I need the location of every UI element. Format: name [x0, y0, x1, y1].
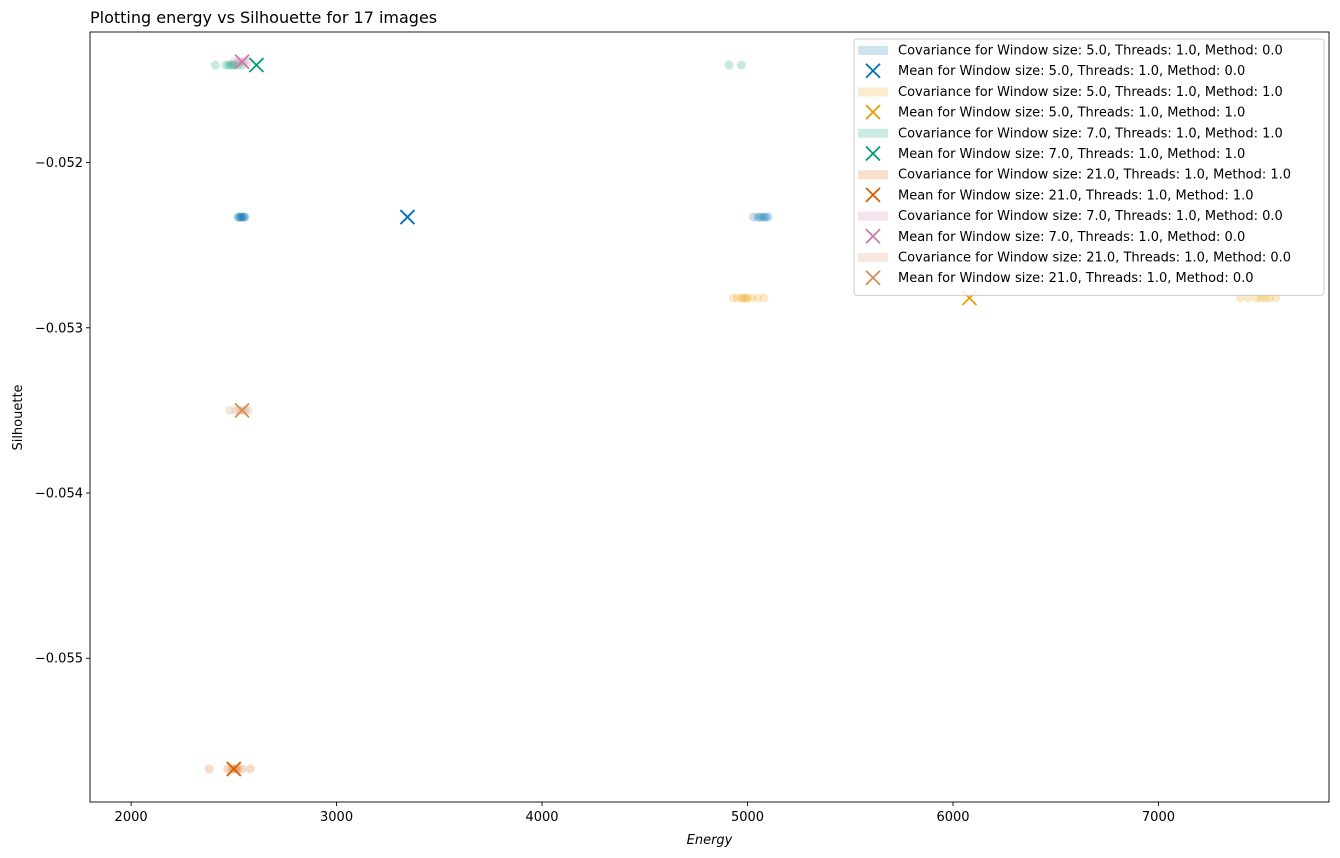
scatter-point-s3-7 [245, 764, 255, 774]
scatter-point-s3-6 [237, 764, 247, 774]
scatter-point-s0-6 [240, 212, 250, 222]
legend-cov-swatch-s4 [858, 211, 888, 221]
scatter-point-s1-8 [759, 293, 769, 303]
y-axis-label: Silhouette [11, 384, 26, 450]
scatter-point-s0-1 [235, 212, 245, 222]
mean-marker-stroke-b-s5 [234, 402, 250, 419]
legend-mean-marker-b-s0 [865, 63, 881, 79]
y-tick-label: −0.052 [35, 156, 83, 171]
legend-mean-marker-b-s3 [865, 187, 881, 203]
scatter-point-s3-2 [227, 764, 237, 774]
legend-mean-marker-b-s5 [865, 270, 881, 286]
scatter-point-s0-4 [238, 212, 248, 222]
y-tick-label: −0.055 [35, 652, 83, 667]
mean-marker-s0 [399, 209, 416, 225]
data-marks [204, 54, 1281, 777]
scatter-point-s2-1 [221, 60, 231, 70]
mean-marker-stroke-b-s3 [226, 761, 242, 777]
legend-cov-label-s3: Covariance for Window size: 21.0, Thread… [898, 168, 1291, 183]
plot-frame [89, 31, 1330, 803]
scatter-point-s4-0 [229, 57, 239, 67]
scatter-point-s5-1 [231, 405, 241, 415]
scatter-point-s1-2 [736, 293, 746, 303]
scatter-point-s2-0 [210, 60, 220, 70]
scatter-point-s3-4 [231, 764, 241, 774]
legend-mean-marker-b-s2 [865, 145, 881, 162]
mean-marker-s5 [234, 402, 250, 419]
scatter-point-s5-2 [234, 405, 244, 415]
legend-mean-label-s2: Mean for Window size: 7.0, Threads: 1.0,… [898, 147, 1245, 162]
scatter-point-s0-7 [234, 212, 244, 222]
y-tick-label: −0.054 [35, 487, 83, 502]
scatter-point-s0-12 [759, 212, 769, 222]
scatter-point-s2-8 [724, 60, 734, 70]
scatter-point-s2-2 [224, 60, 234, 70]
x-tick-label: 2000 [115, 810, 148, 825]
x-tick-label: 5000 [731, 810, 764, 825]
scatter-point-s4-3 [239, 57, 249, 67]
scatter-point-s3-0 [204, 764, 214, 774]
legend-cov-swatch-s1 [858, 87, 888, 97]
scatter-point-s5-5 [243, 405, 253, 415]
scatter-point-s2-9 [736, 60, 746, 70]
x-tick-label: 6000 [936, 810, 969, 825]
x-tick-label: 7000 [1142, 810, 1175, 825]
mean-marker-stroke-b-s0 [399, 209, 416, 225]
scatter-point-s0-13 [761, 212, 771, 222]
x-tick-label: 3000 [320, 810, 353, 825]
legend-mean-label-s5: Mean for Window size: 21.0, Threads: 1.0… [898, 271, 1254, 286]
plot-area [204, 54, 1281, 777]
legend-cov-label-s0: Covariance for Window size: 5.0, Threads… [898, 44, 1283, 59]
scatter-point-s1-1 [732, 293, 742, 303]
scatter-point-s0-2 [236, 212, 246, 222]
scatter-point-s2-3 [226, 60, 236, 70]
scatter-point-s0-0 [233, 212, 243, 222]
mean-marker-s2 [248, 57, 265, 73]
y-tick-label: −0.053 [35, 321, 83, 336]
legend-mean-marker-b-s1 [865, 104, 881, 120]
mean-marker-s3 [226, 761, 242, 777]
legend-mean-label-s0: Mean for Window size: 5.0, Threads: 1.0,… [898, 64, 1245, 79]
scatter-point-s1-6 [747, 293, 757, 303]
legend-cov-label-s2: Covariance for Window size: 7.0, Threads… [898, 126, 1283, 141]
scatter-point-s5-4 [240, 405, 250, 415]
legend-cov-swatch-s3 [858, 170, 888, 180]
mean-marker-stroke-b-s4 [234, 54, 250, 70]
mean-marker-stroke-b-s2 [248, 57, 265, 73]
scatter-point-s0-5 [239, 212, 249, 222]
legend: Covariance for Window size: 5.0, Threads… [853, 38, 1325, 296]
legend-cov-swatch-s2 [858, 128, 888, 138]
legend-cov-swatch-s0 [858, 46, 888, 55]
x-tick-label: 4000 [525, 810, 558, 825]
scatter-point-s5-0 [225, 405, 235, 415]
legend-cov-swatch-s5 [858, 253, 888, 262]
scatter-point-s1-3 [738, 293, 748, 303]
scatter-point-s0-10 [755, 212, 765, 222]
scatter-point-s0-8 [749, 212, 759, 222]
legend-cov-label-s5: Covariance for Window size: 21.0, Thread… [898, 251, 1291, 266]
legend-mean-label-s1: Mean for Window size: 5.0, Threads: 1.0,… [898, 106, 1245, 121]
x-axis-label: Energy [687, 833, 733, 848]
legend-box [853, 38, 1325, 296]
scatter-point-s0-14 [763, 212, 773, 222]
scatter-point-s1-4 [740, 293, 750, 303]
legend-mean-label-s3: Mean for Window size: 21.0, Threads: 1.0… [898, 188, 1254, 203]
chart-title: Plotting energy vs Silhouette for 17 ima… [90, 8, 437, 27]
legend-cov-label-s1: Covariance for Window size: 5.0, Threads… [898, 85, 1283, 100]
legend-cov-label-s4: Covariance for Window size: 7.0, Threads… [898, 209, 1283, 224]
scatter-point-s2-4 [228, 60, 238, 70]
scatter-point-s0-11 [757, 212, 767, 222]
scatter-point-s1-7 [753, 293, 763, 303]
legend-mean-marker-b-s4 [865, 228, 881, 244]
scatter-point-s1-0 [728, 293, 738, 303]
legend-mean-label-s4: Mean for Window size: 7.0, Threads: 1.0,… [898, 230, 1245, 245]
mean-marker-s4 [234, 54, 250, 70]
axes: 2000 3000 4000 5000 6000 7000 −0.052 −0.053 −0.0… [35, 31, 1330, 825]
scatter-point-s0-3 [237, 212, 247, 222]
scatter-point-s3-1 [223, 764, 233, 774]
scatter-point-s0-9 [753, 212, 763, 222]
scatter-point-s1-5 [743, 293, 753, 303]
